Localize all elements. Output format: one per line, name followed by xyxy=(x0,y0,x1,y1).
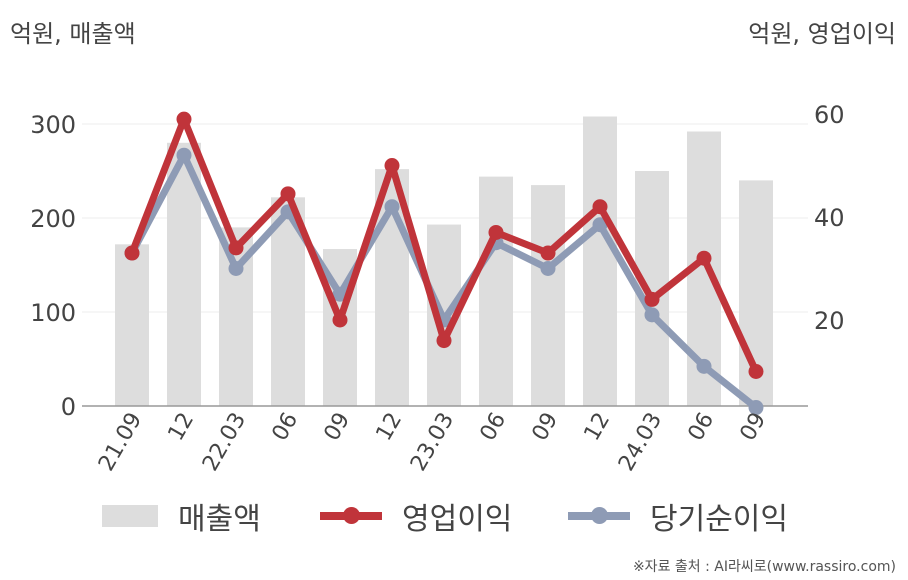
point-net-profit xyxy=(592,217,608,233)
legend-swatch-operating-profit xyxy=(320,507,382,524)
legend-label-operating-profit: 영업이익 xyxy=(402,502,513,537)
left-tick-label: 0 xyxy=(61,393,76,421)
point-operating-profit xyxy=(384,158,400,173)
point-net-profit xyxy=(540,261,556,276)
left-axis-unit: 억원, 매출액 xyxy=(10,20,136,48)
point-net-profit xyxy=(644,307,660,323)
x-tick-label: 06 xyxy=(268,409,304,446)
x-tick-label: 12 xyxy=(372,409,408,446)
point-operating-profit xyxy=(280,186,296,202)
point-net-profit xyxy=(228,261,244,276)
x-tick-label: 09 xyxy=(736,409,772,446)
x-tick-label: 24.03 xyxy=(614,409,667,476)
left-tick-label: 300 xyxy=(30,111,76,139)
x-tick-label: 21.09 xyxy=(94,409,147,476)
point-operating-profit xyxy=(124,245,140,261)
x-tick-label: 06 xyxy=(476,409,512,446)
legend-label-net-profit: 당기순이익 xyxy=(650,502,788,537)
right-tick-label: 40 xyxy=(814,204,845,232)
x-tick-label: 06 xyxy=(684,409,720,446)
point-net-profit xyxy=(748,400,764,416)
point-operating-profit xyxy=(332,312,348,328)
x-tick-label: 09 xyxy=(320,409,356,446)
point-operating-profit xyxy=(176,111,192,127)
x-tick-label: 23.03 xyxy=(406,409,459,476)
point-operating-profit xyxy=(488,224,504,240)
legend-label-sales: 매출액 xyxy=(178,502,261,537)
legend-item-sales: 매출액 xyxy=(102,494,261,538)
bar-sales xyxy=(479,176,513,406)
point-operating-profit xyxy=(748,364,764,379)
point-operating-profit xyxy=(436,333,452,349)
point-operating-profit xyxy=(228,240,244,256)
point-operating-profit xyxy=(592,199,608,215)
point-net-profit xyxy=(696,358,712,374)
right-tick-label: 60 xyxy=(814,101,845,129)
left-tick-label: 200 xyxy=(30,205,76,233)
right-tick-label: 20 xyxy=(814,307,845,335)
legend-swatch-net-profit xyxy=(568,507,630,524)
point-net-profit xyxy=(384,199,400,215)
point-operating-profit xyxy=(644,291,660,307)
point-operating-profit xyxy=(696,250,712,266)
x-tick-label: 12 xyxy=(580,409,616,446)
point-operating-profit xyxy=(540,245,556,261)
source-note: ※자료 출처 : AI라씨로(www.rassiro.com) xyxy=(632,559,896,575)
left-tick-label: 100 xyxy=(30,299,76,327)
bar-sales xyxy=(115,244,149,406)
point-net-profit xyxy=(176,147,192,163)
bar-sales xyxy=(583,116,617,406)
x-tick-label: 22.03 xyxy=(198,409,251,476)
legend-swatch-sales xyxy=(102,505,158,527)
legend-item-net-profit: 당기순이익 xyxy=(568,494,788,538)
legend-item-operating-profit: 영업이익 xyxy=(320,494,512,538)
bar-sales xyxy=(531,185,565,406)
x-tick-label: 09 xyxy=(528,409,564,446)
x-tick-label: 12 xyxy=(164,409,200,446)
right-axis-unit: 억원, 영업이익 xyxy=(748,20,896,48)
